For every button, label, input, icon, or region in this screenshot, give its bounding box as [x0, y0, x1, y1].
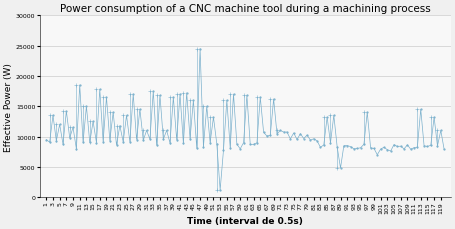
Title: Power consumption of a CNC machine tool during a machining process: Power consumption of a CNC machine tool … [60, 4, 430, 14]
Y-axis label: Effective Power (W): Effective Power (W) [4, 63, 13, 151]
X-axis label: Time (interval de 0.5s): Time (interval de 0.5s) [187, 216, 303, 225]
